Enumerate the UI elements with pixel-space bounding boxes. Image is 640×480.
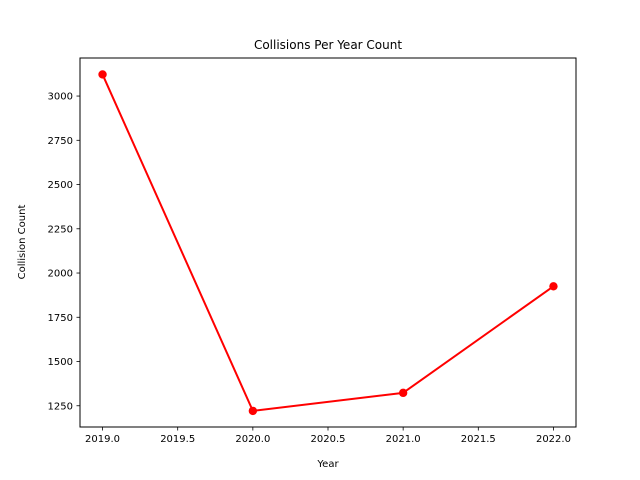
- y-tick-label: 2000: [48, 269, 73, 280]
- x-axis-ticks: 2019.0 2019.5 2020.0 2020.5 2021.0 2021.5 2022…: [85, 427, 571, 445]
- x-tick-label: 2022.0: [536, 434, 571, 445]
- x-tick-label: 2020.5: [311, 434, 346, 445]
- x-tick-label: 2019.0: [85, 434, 120, 445]
- y-axis-label: Collision Count: [17, 205, 28, 280]
- series-line: [101, 74, 555, 412]
- y-tick-label: 2250: [48, 224, 73, 235]
- y-tick-label: 2750: [48, 136, 73, 147]
- chart-title: Collisions Per Year Count: [254, 38, 402, 52]
- y-axis-ticks: 1250 1500 1750 2000 2250 2500 2750 3000: [48, 92, 80, 412]
- y-tick-label: 1250: [48, 401, 73, 412]
- x-axis-label: Year: [316, 459, 339, 470]
- y-tick-label: 3000: [48, 92, 73, 103]
- plot-area: [80, 58, 576, 427]
- x-tick-label: 2021.5: [461, 434, 496, 445]
- series-layer: [98, 70, 558, 416]
- x-tick-label: 2019.5: [160, 434, 195, 445]
- y-tick-label: 1750: [48, 313, 73, 324]
- y-tick-label: 1500: [48, 357, 73, 368]
- axes-frame: [79, 57, 577, 428]
- data-point: [549, 282, 558, 291]
- data-point: [98, 70, 107, 79]
- x-tick-label: 2021.0: [386, 434, 421, 445]
- y-tick-label: 2500: [48, 180, 73, 191]
- data-point: [398, 388, 408, 398]
- x-tick-label: 2020.0: [235, 434, 270, 445]
- data-point: [248, 406, 258, 416]
